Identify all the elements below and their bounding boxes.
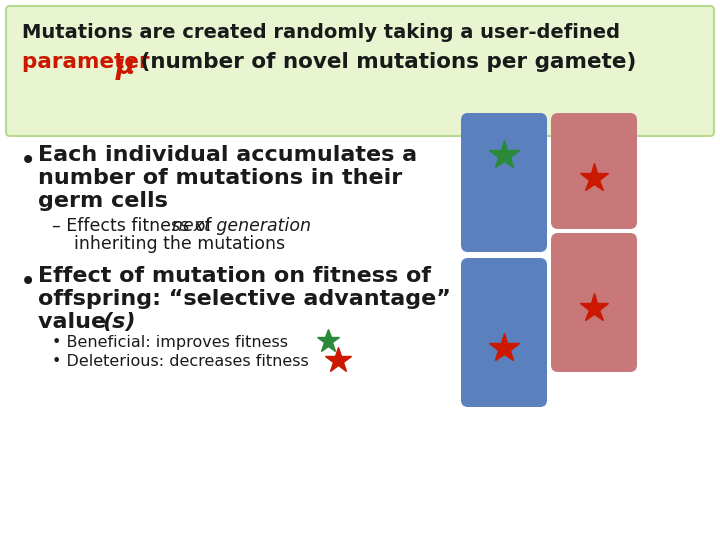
Text: Each individual accumulates a: Each individual accumulates a [38, 145, 417, 165]
Text: Effect of mutation on fitness of: Effect of mutation on fitness of [38, 266, 431, 286]
FancyBboxPatch shape [551, 113, 637, 229]
Text: • Deleterious: decreases fitness: • Deleterious: decreases fitness [52, 354, 309, 369]
Text: offspring: “selective advantage”: offspring: “selective advantage” [38, 289, 451, 309]
FancyBboxPatch shape [461, 113, 547, 252]
Text: • Beneficial: improves fitness: • Beneficial: improves fitness [52, 335, 288, 350]
Text: germ cells: germ cells [38, 191, 168, 211]
Text: value: value [38, 312, 114, 332]
Text: •: • [20, 147, 36, 175]
Text: – Effects fitness of: – Effects fitness of [52, 217, 217, 235]
Text: inheriting the mutations: inheriting the mutations [52, 235, 285, 253]
FancyBboxPatch shape [6, 6, 714, 136]
Text: parameter: parameter [22, 52, 157, 72]
Text: (number of novel mutations per gamete): (number of novel mutations per gamete) [133, 52, 636, 72]
Text: μ: μ [116, 54, 135, 80]
Text: Mutations are created randomly taking a user-defined: Mutations are created randomly taking a … [22, 23, 620, 42]
FancyBboxPatch shape [461, 258, 547, 407]
Text: next generation: next generation [172, 217, 311, 235]
Text: number of mutations in their: number of mutations in their [38, 168, 402, 188]
Text: •: • [20, 268, 36, 296]
FancyBboxPatch shape [551, 233, 637, 372]
Text: (s): (s) [102, 312, 135, 332]
